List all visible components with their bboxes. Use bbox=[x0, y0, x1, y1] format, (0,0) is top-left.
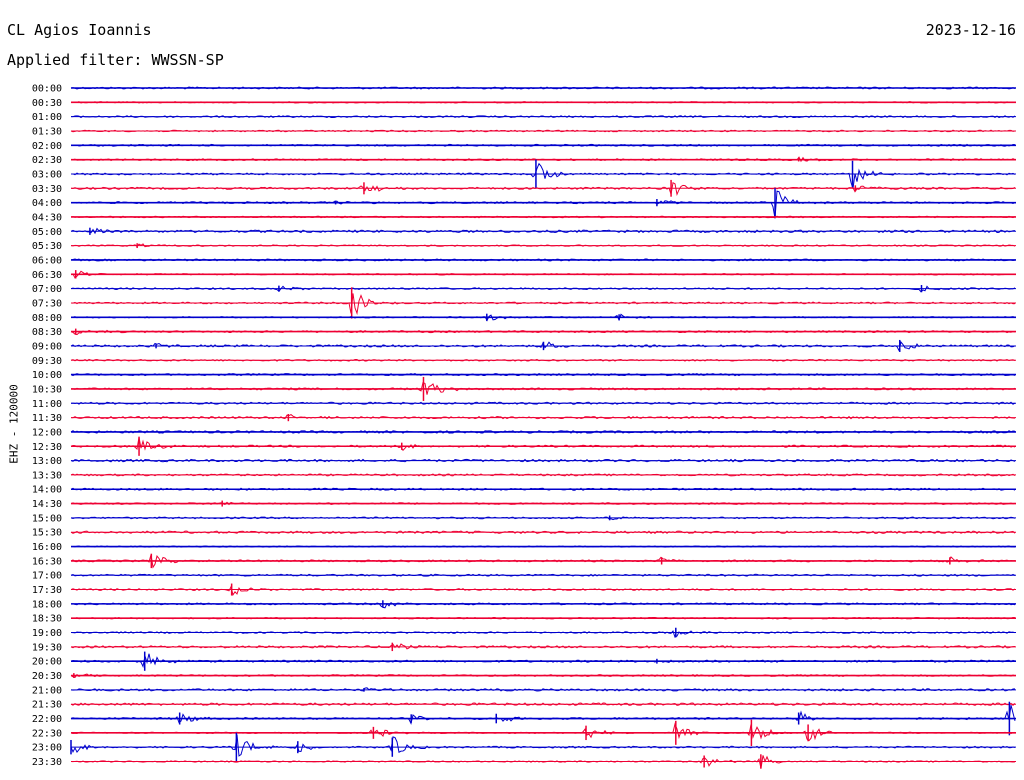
row-time-label: 20:30 bbox=[32, 671, 62, 682]
trace-row-2300 bbox=[70, 734, 1016, 757]
row-time-label: 15:00 bbox=[32, 513, 62, 524]
row-time-label: 10:00 bbox=[32, 370, 62, 381]
trace-row-1730 bbox=[70, 585, 1016, 596]
station-title: CL Agios Ioannis bbox=[7, 21, 152, 39]
row-time-label: 20:00 bbox=[32, 657, 62, 668]
row-time-label: 12:30 bbox=[32, 442, 62, 453]
row-time-label: 22:00 bbox=[32, 714, 62, 725]
row-time-label: 18:30 bbox=[32, 614, 62, 625]
row-time-label: 01:30 bbox=[32, 126, 62, 137]
row-time-label: 13:30 bbox=[32, 470, 62, 481]
trace-row-2200 bbox=[70, 705, 1016, 725]
row-time-label: 11:00 bbox=[32, 399, 62, 410]
row-time-label: 09:00 bbox=[32, 341, 62, 352]
row-time-label: 14:00 bbox=[32, 485, 62, 496]
row-time-label: 11:30 bbox=[32, 413, 62, 424]
row-time-label: 16:00 bbox=[32, 542, 62, 553]
row-time-label: 21:30 bbox=[32, 700, 62, 711]
row-time-label: 17:30 bbox=[32, 585, 62, 596]
row-time-label: 03:30 bbox=[32, 184, 62, 195]
row-time-label: 07:30 bbox=[32, 298, 62, 309]
row-time-label: 06:00 bbox=[32, 255, 62, 266]
row-time-label: 18:00 bbox=[32, 599, 62, 610]
row-time-label: 00:30 bbox=[32, 98, 62, 109]
row-time-label: 02:30 bbox=[32, 155, 62, 166]
row-time-label: 12:00 bbox=[32, 427, 62, 438]
trace-row-1300 bbox=[70, 458, 1016, 463]
trace-row-0400 bbox=[70, 190, 1016, 219]
row-time-label: 19:00 bbox=[32, 628, 62, 639]
row-time-label: 00:00 bbox=[32, 84, 62, 95]
row-time-label: 13:00 bbox=[32, 456, 62, 467]
row-time-label: 17:00 bbox=[32, 571, 62, 582]
trace-row-2000 bbox=[70, 653, 1016, 669]
date-label: 2023-12-16 bbox=[925, 21, 1016, 39]
row-time-label: 04:00 bbox=[32, 198, 62, 209]
row-time-label: 08:00 bbox=[32, 313, 62, 324]
row-time-label: 15:30 bbox=[32, 528, 62, 539]
row-time-label: 06:30 bbox=[32, 270, 62, 281]
row-time-label: 05:00 bbox=[32, 227, 62, 238]
row-time-label: 16:30 bbox=[32, 556, 62, 567]
filter-label: Applied filter: WWSSN-SP bbox=[7, 51, 224, 69]
row-time-label: 23:00 bbox=[32, 743, 62, 754]
row-time-label: 21:00 bbox=[32, 685, 62, 696]
row-time-label: 19:30 bbox=[32, 642, 62, 653]
trace-row-0300 bbox=[70, 162, 1016, 189]
row-time-label: 14:30 bbox=[32, 499, 62, 510]
row-time-label: 22:30 bbox=[32, 728, 62, 739]
row-time-label: 01:00 bbox=[32, 112, 62, 123]
row-time-label: 10:30 bbox=[32, 384, 62, 395]
trace-row-1900 bbox=[70, 630, 1016, 638]
row-time-label: 02:00 bbox=[32, 141, 62, 152]
trace-row-1230 bbox=[70, 437, 1016, 452]
row-time-label: 23:30 bbox=[32, 757, 62, 768]
row-time-label: 07:00 bbox=[32, 284, 62, 295]
row-time-label: 08:30 bbox=[32, 327, 62, 338]
row-time-label: 04:30 bbox=[32, 212, 62, 223]
row-time-label: 03:00 bbox=[32, 169, 62, 180]
row-time-label: 09:30 bbox=[32, 356, 62, 367]
row-time-label: 05:30 bbox=[32, 241, 62, 252]
